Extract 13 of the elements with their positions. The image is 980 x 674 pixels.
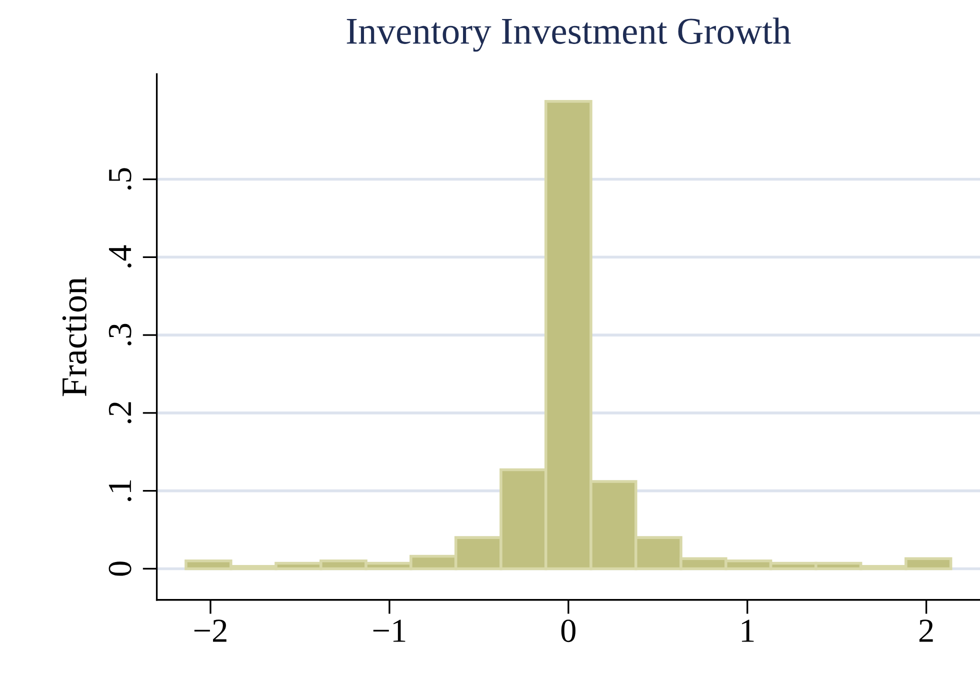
chart-title: Inventory Investment Growth	[346, 18, 791, 52]
x-tick-label: 1	[742, 620, 754, 642]
y-tick-label: .4	[109, 245, 132, 268]
y-tick-label: .2	[108, 402, 132, 424]
x-tick-label: −1	[373, 620, 406, 642]
y-tick-label: 0	[108, 562, 132, 576]
y-tick-label: .3	[108, 324, 132, 346]
y-axis-title: Fraction	[62, 277, 87, 396]
x-tick-label: −2	[194, 620, 226, 642]
y-tick-label: .5	[109, 168, 132, 190]
x-tick-label: 2	[919, 620, 933, 642]
y-tick-label: .1	[108, 480, 132, 502]
x-tick-label: 0	[561, 620, 576, 642]
